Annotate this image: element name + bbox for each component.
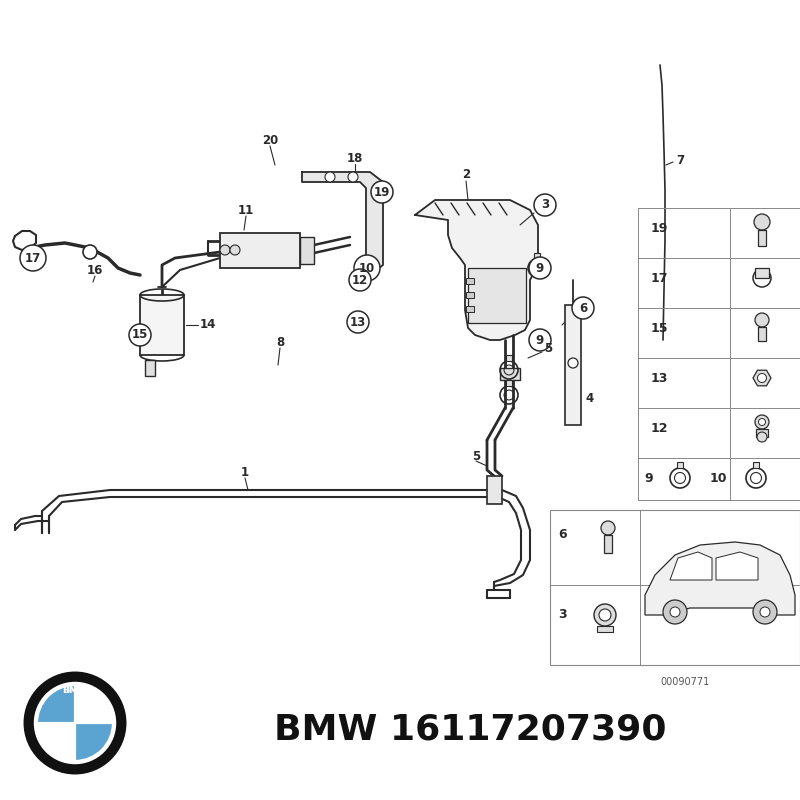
Circle shape (534, 194, 556, 216)
Text: 13: 13 (350, 315, 366, 329)
Bar (753, 462, 759, 468)
Polygon shape (415, 200, 538, 340)
Bar (755, 268, 769, 278)
Circle shape (753, 600, 777, 624)
Text: 20: 20 (262, 134, 278, 146)
Bar (468, 268, 526, 323)
Bar (466, 278, 474, 284)
Text: BMW: BMW (62, 686, 88, 695)
Text: BMW: BMW (62, 686, 88, 695)
Circle shape (572, 297, 594, 319)
Circle shape (758, 374, 766, 382)
Text: 00090771: 00090771 (660, 677, 710, 687)
Bar (565, 305, 581, 425)
Circle shape (36, 684, 114, 762)
Polygon shape (302, 172, 383, 273)
Circle shape (601, 521, 615, 535)
Circle shape (20, 245, 46, 271)
Bar (487, 476, 502, 504)
Text: 10: 10 (710, 471, 727, 485)
Text: 5: 5 (544, 342, 552, 354)
Circle shape (529, 257, 551, 279)
Text: 11: 11 (238, 203, 254, 217)
Circle shape (755, 415, 769, 429)
Text: 9: 9 (644, 471, 653, 485)
Circle shape (27, 675, 123, 771)
Text: 12: 12 (352, 274, 368, 286)
Circle shape (129, 324, 151, 346)
Text: 6: 6 (579, 302, 587, 314)
Circle shape (347, 311, 369, 333)
Circle shape (754, 214, 770, 230)
Text: 12: 12 (651, 422, 669, 434)
Bar (220, 233, 300, 268)
Circle shape (599, 609, 611, 621)
Text: 14: 14 (200, 318, 216, 331)
Circle shape (760, 607, 770, 617)
Circle shape (230, 245, 240, 255)
Bar (758, 230, 766, 246)
Text: 19: 19 (651, 222, 668, 234)
Circle shape (568, 358, 578, 368)
Text: 17: 17 (651, 271, 669, 285)
Bar (756, 429, 768, 437)
Text: 2: 2 (462, 169, 470, 182)
Text: 15: 15 (132, 329, 148, 342)
Text: 6: 6 (558, 529, 566, 542)
Bar (466, 292, 474, 298)
Text: 18: 18 (347, 151, 363, 165)
Text: 9: 9 (536, 334, 544, 346)
Circle shape (325, 172, 335, 182)
Text: 8: 8 (276, 335, 284, 349)
Circle shape (348, 172, 358, 182)
Bar (500, 368, 520, 380)
Text: 17: 17 (25, 251, 41, 265)
Bar (758, 327, 766, 341)
Wedge shape (37, 685, 75, 723)
Bar (506, 380, 512, 386)
Circle shape (83, 245, 97, 259)
Text: 1: 1 (241, 466, 249, 478)
Bar (597, 626, 613, 632)
Circle shape (349, 269, 371, 291)
Wedge shape (37, 723, 75, 761)
Text: BMW 16117207390: BMW 16117207390 (274, 713, 666, 747)
Circle shape (371, 181, 393, 203)
Circle shape (755, 313, 769, 327)
Bar (604, 535, 612, 553)
Bar (466, 306, 474, 312)
Circle shape (354, 255, 380, 281)
Bar (506, 355, 512, 361)
Bar (677, 462, 683, 468)
Polygon shape (716, 552, 758, 580)
Text: 16: 16 (87, 263, 103, 277)
Polygon shape (753, 370, 771, 386)
Text: 4: 4 (586, 391, 594, 405)
Text: 13: 13 (651, 371, 668, 385)
Circle shape (757, 432, 767, 442)
Bar (550, 510, 800, 665)
Bar (300, 237, 314, 264)
Text: 3: 3 (541, 198, 549, 211)
Wedge shape (75, 723, 113, 761)
Circle shape (670, 607, 680, 617)
Text: 19: 19 (374, 186, 390, 198)
Text: 9: 9 (536, 262, 544, 274)
Bar (534, 253, 540, 259)
Polygon shape (670, 552, 712, 580)
Text: 15: 15 (651, 322, 669, 334)
Text: 3: 3 (558, 609, 566, 622)
Text: 7: 7 (676, 154, 684, 166)
Circle shape (529, 329, 551, 351)
Circle shape (758, 418, 766, 426)
Text: 5: 5 (472, 450, 480, 462)
Polygon shape (645, 542, 795, 615)
Circle shape (663, 600, 687, 624)
Circle shape (594, 604, 616, 626)
Circle shape (220, 245, 230, 255)
Text: 10: 10 (359, 262, 375, 274)
Bar (140, 295, 184, 355)
Bar (145, 360, 155, 376)
Wedge shape (75, 685, 113, 723)
